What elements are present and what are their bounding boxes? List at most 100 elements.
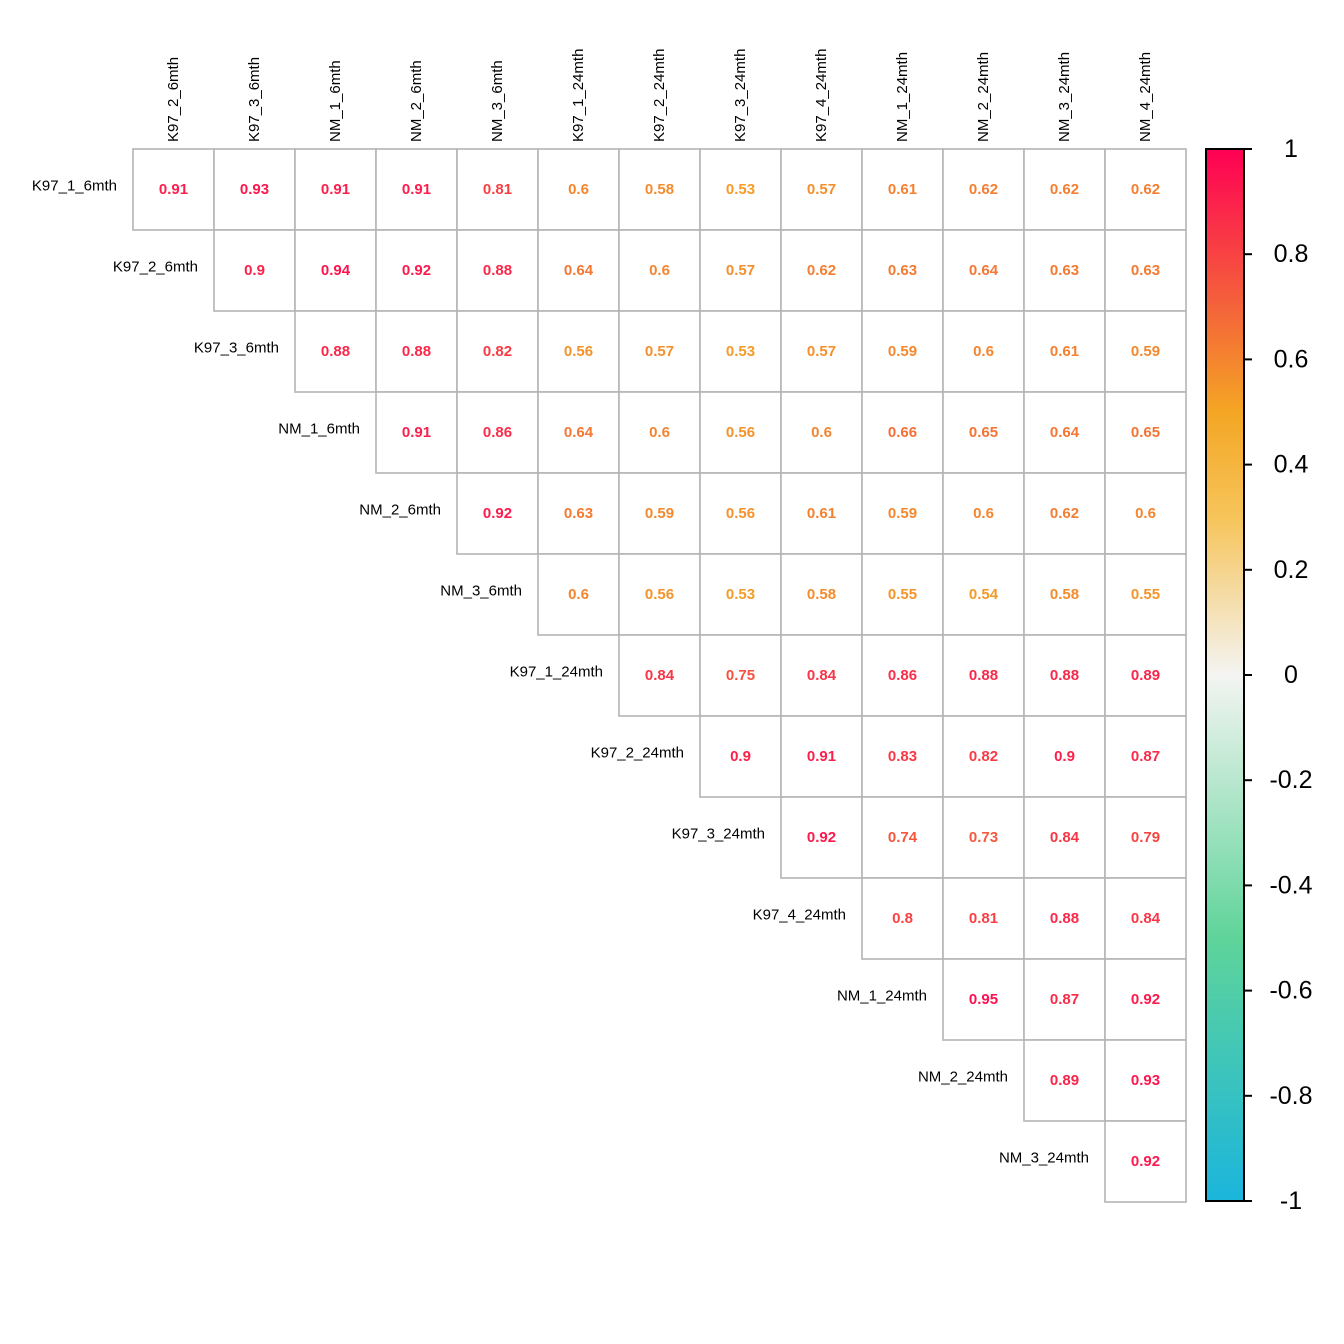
cell-value-label: 0.88 xyxy=(483,262,512,279)
row-label: K97_2_24mth xyxy=(591,745,684,762)
heatmap-cell xyxy=(780,796,863,879)
heatmap-cell xyxy=(1104,391,1187,474)
cell-value-label: 0.54 xyxy=(969,586,999,603)
cell-value-label: 0.6 xyxy=(649,424,670,441)
heatmap-cell xyxy=(942,634,1025,717)
cell-value-label: 0.83 xyxy=(888,748,917,765)
row-label: NM_2_6mth xyxy=(359,502,441,519)
heatmap-cell xyxy=(375,391,458,474)
cell-value-label: 0.57 xyxy=(807,181,836,198)
cell-value-label: 0.57 xyxy=(645,343,674,360)
heatmap-cell xyxy=(861,229,944,312)
cell-value-label: 0.65 xyxy=(969,424,998,441)
column-label: K97_3_24mth xyxy=(732,49,749,142)
cell-value-label: 0.91 xyxy=(402,424,431,441)
heatmap-cell xyxy=(942,715,1025,798)
heatmap-cell xyxy=(375,229,458,312)
cell-value-label: 0.94 xyxy=(321,262,351,279)
row-label: NM_1_6mth xyxy=(278,421,360,438)
row-label: K97_2_6mth xyxy=(113,259,198,276)
heatmap-cell xyxy=(618,391,701,474)
cell-value-label: 0.59 xyxy=(1131,343,1160,360)
cell-value-label: 0.6 xyxy=(973,505,994,522)
cell-value-label: 0.56 xyxy=(645,586,674,603)
cell-value-label: 0.53 xyxy=(726,181,755,198)
cell-value-label: 0.92 xyxy=(483,505,512,522)
column-label: K97_1_24mth xyxy=(570,49,587,142)
cell-value-label: 0.55 xyxy=(1131,586,1160,603)
cell-value-label: 0.88 xyxy=(402,343,431,360)
cell-value-label: 0.62 xyxy=(969,181,998,198)
colorbar-tick-label: -1 xyxy=(1280,1187,1302,1215)
heatmap-cell xyxy=(780,634,863,717)
heatmap-cell xyxy=(699,472,782,555)
colorbar-tick-label: 1 xyxy=(1284,135,1298,163)
column-label: NM_3_6mth xyxy=(489,60,506,142)
heatmap-cell xyxy=(780,391,863,474)
column-label: NM_2_24mth xyxy=(975,52,992,142)
row-label: NM_2_24mth xyxy=(918,1069,1008,1086)
cell-value-label: 0.59 xyxy=(888,505,917,522)
cell-value-label: 0.53 xyxy=(726,586,755,603)
heatmap-cell xyxy=(1023,958,1106,1041)
colorbar-tick-label: -0.6 xyxy=(1269,977,1312,1005)
column-label: NM_1_24mth xyxy=(894,52,911,142)
cell-value-label: 0.89 xyxy=(1050,1072,1079,1089)
cell-value-label: 0.65 xyxy=(1131,424,1160,441)
colorbar-tick-label: -0.8 xyxy=(1269,1082,1312,1110)
cell-value-label: 0.84 xyxy=(645,667,675,684)
cell-value-label: 0.82 xyxy=(483,343,512,360)
heatmap-cell xyxy=(861,148,944,231)
heatmap-cell xyxy=(213,229,296,312)
cell-value-label: 0.95 xyxy=(969,991,998,1008)
heatmap-cell xyxy=(1023,472,1106,555)
cell-value-label: 0.86 xyxy=(888,667,917,684)
cell-value-label: 0.55 xyxy=(888,586,917,603)
heatmap-cell xyxy=(942,229,1025,312)
heatmap-cell xyxy=(1104,1039,1187,1122)
cell-value-label: 0.64 xyxy=(564,262,594,279)
cell-value-label: 0.58 xyxy=(807,586,836,603)
cell-value-label: 0.64 xyxy=(564,424,594,441)
row-label: NM_3_6mth xyxy=(440,583,522,600)
cell-value-label: 0.86 xyxy=(483,424,512,441)
cell-value-label: 0.59 xyxy=(888,343,917,360)
colorbar-tick-label: 0.8 xyxy=(1274,240,1309,268)
heatmap-cell xyxy=(537,553,620,636)
row-label: NM_3_24mth xyxy=(999,1150,1089,1167)
cell-value-label: 0.84 xyxy=(807,667,837,684)
cell-value-label: 0.64 xyxy=(1050,424,1080,441)
cell-value-label: 0.91 xyxy=(402,181,431,198)
heatmap-cell xyxy=(132,148,215,231)
heatmap-cell xyxy=(699,310,782,393)
cell-value-label: 0.59 xyxy=(645,505,674,522)
cell-value-label: 0.79 xyxy=(1131,829,1160,846)
cell-value-label: 0.66 xyxy=(888,424,917,441)
column-label: NM_3_24mth xyxy=(1056,52,1073,142)
heatmap-cell xyxy=(942,877,1025,960)
column-label: K97_4_24mth xyxy=(813,49,830,142)
cell-value-label: 0.91 xyxy=(807,748,836,765)
cell-value-label: 0.88 xyxy=(321,343,350,360)
heatmap-cell xyxy=(1104,634,1187,717)
heatmap-cell xyxy=(537,229,620,312)
cell-value-label: 0.61 xyxy=(807,505,836,522)
cell-value-label: 0.56 xyxy=(726,424,755,441)
colorbar-tick-label: -0.4 xyxy=(1269,871,1312,899)
cell-value-label: 0.57 xyxy=(726,262,755,279)
row-label: K97_4_24mth xyxy=(753,907,846,924)
cell-value-label: 0.81 xyxy=(483,181,512,198)
heatmap-cell xyxy=(942,553,1025,636)
cell-value-label: 0.6 xyxy=(973,343,994,360)
heatmap-cell xyxy=(861,877,944,960)
heatmap-cell xyxy=(699,148,782,231)
cell-value-label: 0.62 xyxy=(1050,505,1079,522)
cell-value-label: 0.88 xyxy=(1050,667,1079,684)
heatmap-cell xyxy=(1104,877,1187,960)
row-label: K97_1_6mth xyxy=(32,178,117,195)
cell-value-label: 0.56 xyxy=(726,505,755,522)
heatmap-cell xyxy=(1104,310,1187,393)
column-label: NM_1_6mth xyxy=(327,60,344,142)
cell-value-label: 0.63 xyxy=(1050,262,1079,279)
heatmap-cell xyxy=(618,634,701,717)
